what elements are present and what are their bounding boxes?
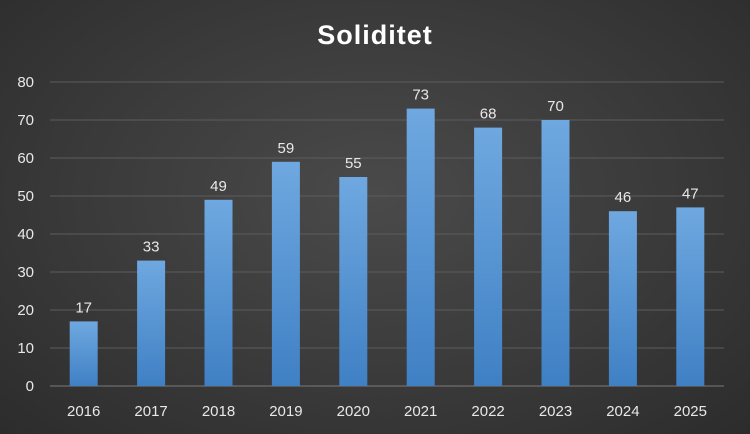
y-tick-label: 0	[26, 378, 34, 395]
y-tick-label: 80	[17, 74, 34, 91]
data-label-2025: 47	[682, 185, 699, 202]
data-label-2022: 68	[480, 106, 497, 123]
y-tick-label: 20	[17, 302, 34, 319]
x-tick-label-2020: 2020	[337, 403, 370, 420]
bar-2021	[406, 108, 435, 386]
x-tick-label-2019: 2019	[269, 403, 302, 420]
bar-2024	[608, 211, 637, 386]
bar-2020	[339, 177, 368, 386]
data-label-2016: 17	[75, 299, 92, 316]
data-label-2019: 59	[278, 140, 295, 157]
x-axis: 2016 2017 2018 2019 2020 2021 2022 2023 2024 2025	[67, 403, 707, 420]
data-label-2023: 70	[547, 98, 564, 115]
y-tick-label: 50	[17, 188, 34, 205]
bar-2022	[474, 127, 503, 386]
y-tick-label: 10	[17, 340, 34, 357]
bar-2017	[137, 260, 166, 386]
data-labels: 17 33 49 59 55 73 68 70 46 47	[75, 87, 698, 317]
data-label-2021: 73	[412, 87, 429, 104]
y-tick-label: 30	[17, 264, 34, 281]
y-tick-label: 40	[17, 226, 34, 243]
data-label-2017: 33	[143, 239, 160, 256]
x-tick-label-2024: 2024	[606, 403, 639, 420]
x-tick-label-2016: 2016	[67, 403, 100, 420]
x-tick-label-2022: 2022	[471, 403, 504, 420]
x-tick-label-2023: 2023	[539, 403, 572, 420]
chart-title: Soliditet	[317, 20, 433, 50]
y-axis: 0 10 20 30 40 50 60 70 80	[17, 74, 34, 395]
bar-2025	[676, 207, 705, 386]
bar-2018	[204, 199, 233, 386]
x-tick-label-2021: 2021	[404, 403, 437, 420]
bars	[69, 108, 705, 386]
data-label-2024: 46	[615, 189, 632, 206]
x-tick-label-2018: 2018	[202, 403, 235, 420]
data-label-2020: 55	[345, 155, 362, 172]
x-tick-label-2025: 2025	[674, 403, 707, 420]
y-tick-label: 70	[17, 112, 34, 129]
data-label-2018: 49	[210, 178, 227, 195]
bar-2023	[541, 120, 570, 386]
y-tick-label: 60	[17, 150, 34, 167]
bar-2016	[69, 321, 98, 386]
bar-2019	[271, 161, 300, 386]
x-tick-label-2017: 2017	[134, 403, 167, 420]
